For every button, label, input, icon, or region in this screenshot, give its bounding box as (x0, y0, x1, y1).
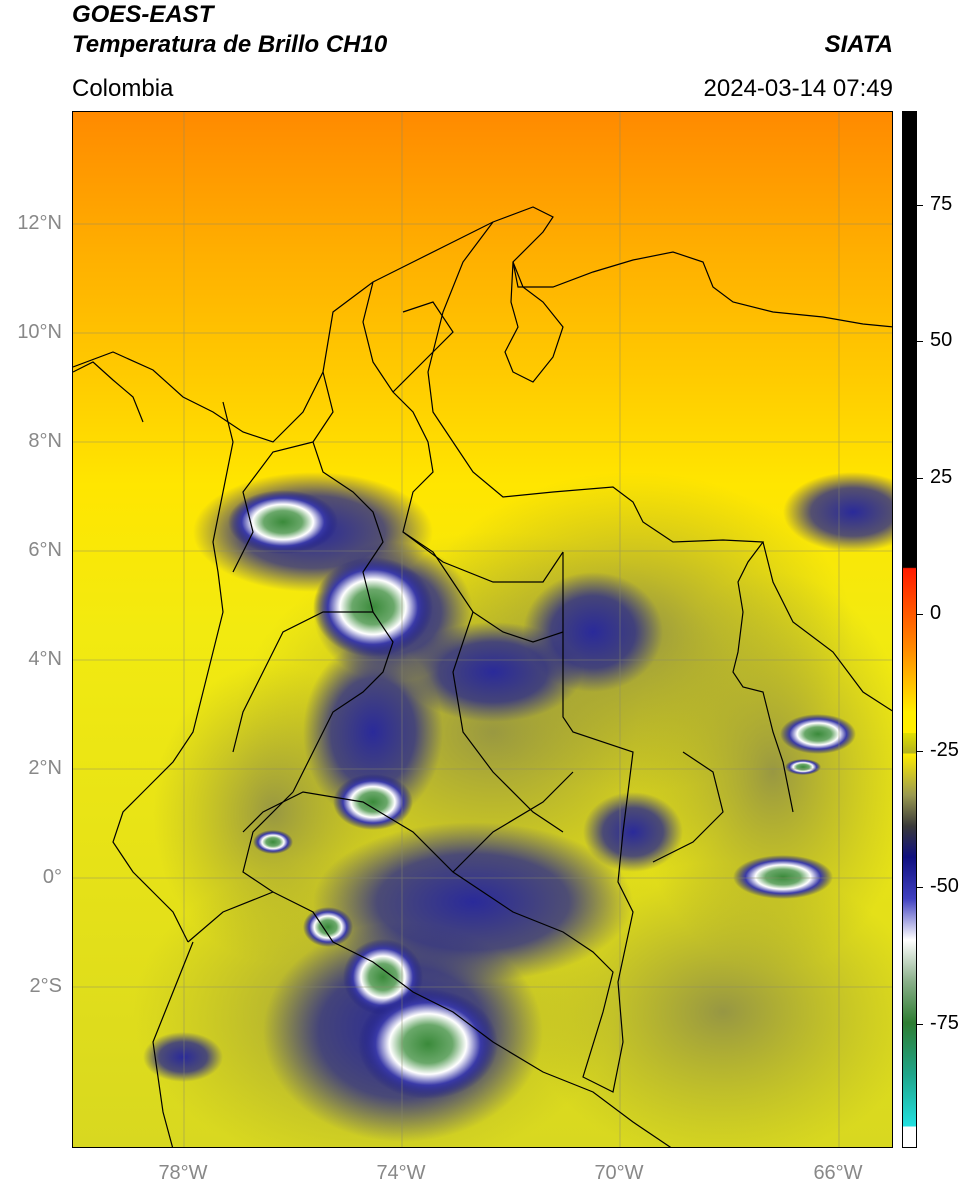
deep-convection-layer (143, 472, 892, 1142)
lat-label-4n: 4°N (28, 648, 62, 670)
colorbar-label-neg25: -25 (930, 739, 959, 761)
product-title: Temperatura de Brillo CH10 (72, 31, 388, 58)
colorbar-tick (917, 478, 923, 479)
lat-label-2n: 2°N (28, 757, 62, 779)
timestamp: 2024-03-14 07:49 (703, 75, 894, 102)
satellite-title: GOES-EAST (72, 1, 214, 28)
cold-cloud-tops (228, 490, 856, 1099)
agency-title: SIATA (824, 31, 893, 58)
colorbar-svg (903, 112, 916, 1147)
colorbar-label-neg75: -75 (930, 1012, 959, 1034)
title-block: GOES-EAST Temperatura de Brillo CH10 Col… (72, 0, 572, 104)
colorbar-tick (917, 887, 923, 888)
colorbar-label-50: 50 (930, 329, 953, 351)
colorbar-label-25: 25 (930, 466, 953, 488)
colorbar-label-neg50: -50 (930, 875, 959, 897)
colorbar-tick (917, 341, 923, 342)
lat-label-0: 0° (42, 866, 62, 888)
graticule (73, 112, 892, 1147)
lat-label-6n: 6°N (28, 539, 62, 561)
lon-label-66w: 66°W (813, 1162, 863, 1184)
colorbar-tick (917, 751, 923, 752)
lat-label-2s: 2°S (29, 975, 62, 997)
colorbar-tick (917, 205, 923, 206)
lat-label-8n: 8°N (28, 430, 62, 452)
lon-label-78w: 78°W (158, 1162, 208, 1184)
lat-label-12n: 12°N (17, 212, 62, 234)
lon-label-74w: 74°W (376, 1162, 426, 1184)
map-svg (73, 112, 892, 1147)
colorbar-label-75: 75 (930, 193, 953, 215)
meta-block: SIATA 2024-03-14 07:49 (493, 0, 894, 104)
lat-label-10n: 10°N (17, 321, 62, 343)
lon-label-70w: 70°W (594, 1162, 644, 1184)
satellite-map (72, 111, 893, 1148)
colorbar (902, 111, 917, 1148)
colorbar-tick (917, 614, 923, 615)
colorbar-label-0: 0 (930, 602, 942, 624)
colorbar-tick (917, 1024, 923, 1025)
borders (73, 206, 892, 1147)
region-title: Colombia (72, 75, 174, 102)
